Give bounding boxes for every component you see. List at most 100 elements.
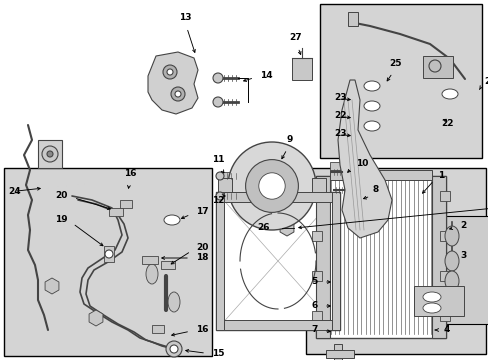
Circle shape	[245, 159, 298, 212]
Text: 10: 10	[355, 159, 367, 168]
Text: 20: 20	[196, 243, 208, 252]
Bar	[216, 192, 339, 330]
Text: 14: 14	[260, 72, 272, 81]
Bar	[422, 56, 452, 78]
Bar	[325, 350, 353, 358]
Text: 17: 17	[196, 207, 208, 216]
Ellipse shape	[168, 292, 180, 312]
Bar	[403, 216, 488, 324]
Ellipse shape	[363, 121, 379, 131]
Bar	[311, 178, 325, 194]
Bar	[413, 286, 463, 316]
Bar	[329, 162, 355, 170]
Circle shape	[171, 87, 184, 101]
Text: 22: 22	[333, 112, 346, 121]
Ellipse shape	[444, 226, 458, 246]
Bar	[161, 261, 175, 269]
Bar	[347, 12, 357, 26]
Circle shape	[47, 151, 53, 157]
Text: 12: 12	[211, 196, 224, 205]
Bar	[38, 140, 62, 168]
Text: 23: 23	[333, 130, 346, 139]
Text: 16: 16	[196, 325, 208, 334]
Bar	[216, 192, 224, 330]
Bar	[4, 168, 212, 356]
Bar	[291, 58, 311, 80]
Ellipse shape	[422, 292, 440, 302]
Bar	[142, 256, 158, 264]
Polygon shape	[337, 80, 391, 238]
Text: 19: 19	[55, 216, 68, 225]
Text: 2: 2	[459, 221, 465, 230]
Text: 15: 15	[212, 350, 224, 359]
Text: 18: 18	[196, 253, 208, 262]
Circle shape	[258, 173, 285, 199]
Bar	[439, 271, 449, 281]
Bar	[315, 176, 329, 338]
Bar	[311, 311, 321, 321]
Ellipse shape	[444, 251, 458, 271]
Circle shape	[216, 172, 224, 180]
Circle shape	[163, 65, 177, 79]
Bar	[216, 320, 339, 330]
Bar	[311, 271, 321, 281]
Circle shape	[213, 97, 223, 107]
Bar	[315, 176, 445, 338]
Text: 25: 25	[389, 59, 402, 68]
Text: 13: 13	[179, 13, 191, 22]
Circle shape	[227, 142, 315, 230]
Text: 5: 5	[311, 278, 317, 287]
Text: 21: 21	[483, 77, 488, 86]
Bar	[220, 192, 238, 200]
Bar	[109, 208, 123, 216]
Text: 24: 24	[8, 188, 20, 197]
Circle shape	[175, 91, 181, 97]
Text: 26: 26	[257, 224, 269, 233]
Text: 9: 9	[286, 135, 293, 144]
Circle shape	[170, 345, 178, 353]
Bar	[319, 4, 481, 158]
Text: 11: 11	[211, 155, 224, 164]
Bar	[120, 200, 132, 208]
Ellipse shape	[363, 101, 379, 111]
Circle shape	[167, 69, 173, 75]
Ellipse shape	[441, 89, 457, 99]
Text: 27: 27	[289, 33, 302, 42]
Circle shape	[216, 192, 224, 200]
Text: 22: 22	[441, 120, 453, 129]
Bar	[439, 231, 449, 241]
Polygon shape	[148, 52, 198, 114]
Circle shape	[428, 60, 440, 72]
Circle shape	[42, 146, 58, 162]
Bar	[439, 191, 449, 201]
Ellipse shape	[146, 264, 158, 284]
Bar	[333, 344, 341, 350]
Bar	[152, 325, 163, 333]
Ellipse shape	[163, 215, 180, 225]
Circle shape	[105, 250, 113, 258]
Text: 1: 1	[437, 171, 443, 180]
Bar	[220, 172, 238, 180]
Ellipse shape	[444, 271, 458, 291]
Text: 4: 4	[443, 325, 449, 334]
Bar	[431, 176, 445, 338]
Text: 3: 3	[459, 252, 465, 261]
Bar	[333, 358, 341, 360]
Ellipse shape	[422, 303, 440, 313]
Bar	[439, 311, 449, 321]
Circle shape	[213, 73, 223, 83]
Text: 16: 16	[123, 169, 136, 178]
Text: 6: 6	[311, 302, 317, 310]
Text: 20: 20	[56, 192, 68, 201]
Circle shape	[165, 341, 182, 357]
Bar	[218, 178, 231, 194]
Text: 23: 23	[333, 94, 346, 103]
Bar	[216, 192, 339, 202]
Bar	[311, 191, 321, 201]
Bar	[311, 231, 321, 241]
Ellipse shape	[363, 81, 379, 91]
Bar	[104, 246, 114, 262]
Text: 8: 8	[372, 185, 378, 194]
Bar	[329, 170, 431, 180]
Bar	[305, 168, 485, 354]
